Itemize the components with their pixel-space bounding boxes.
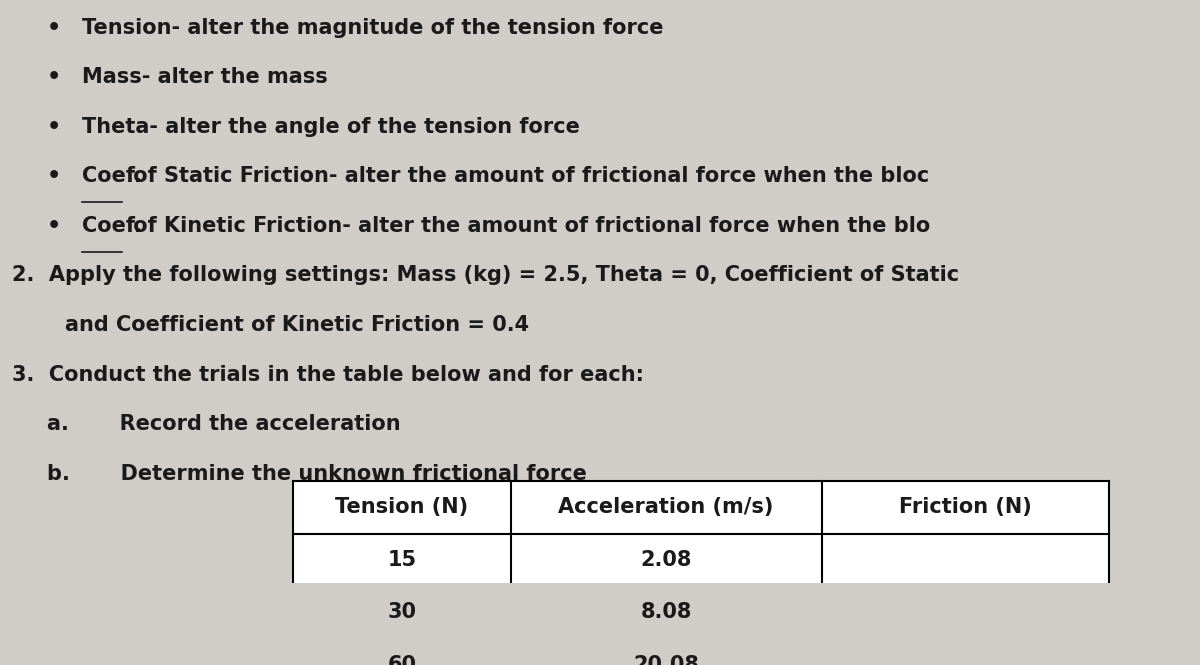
Text: Mass- alter the mass: Mass- alter the mass [82,67,328,87]
Text: Tension (N): Tension (N) [335,497,468,517]
Text: Acceleration (m/s): Acceleration (m/s) [558,497,774,517]
Text: of Kinetic Friction- alter the amount of frictional force when the blo: of Kinetic Friction- alter the amount of… [126,216,930,236]
Text: Friction (N): Friction (N) [899,497,1032,517]
Text: 60: 60 [388,655,416,665]
Text: 30: 30 [388,602,416,622]
Text: •: • [47,116,61,137]
Text: •: • [47,17,61,37]
Text: 20.08: 20.08 [634,655,698,665]
Text: a.       Record the acceleration: a. Record the acceleration [47,414,401,434]
Text: 15: 15 [388,550,416,570]
Text: Coef.: Coef. [82,166,142,186]
Text: Theta- alter the angle of the tension force: Theta- alter the angle of the tension fo… [82,116,580,137]
Text: •: • [47,216,61,236]
Text: b.       Determine the unknown frictional force: b. Determine the unknown frictional forc… [47,464,587,484]
Text: Coef.: Coef. [82,216,142,236]
Text: •: • [47,67,61,87]
Text: 2.  Apply the following settings: Mass (kg) = 2.5, Theta = 0, Coefficient of Sta: 2. Apply the following settings: Mass (k… [12,265,959,285]
Text: of Static Friction- alter the amount of frictional force when the bloc: of Static Friction- alter the amount of … [126,166,929,186]
Text: Tension- alter the magnitude of the tension force: Tension- alter the magnitude of the tens… [82,17,664,37]
Text: 3.  Conduct the trials in the table below and for each:: 3. Conduct the trials in the table below… [12,364,643,384]
Text: 8.08: 8.08 [641,602,691,622]
Text: •: • [47,166,61,186]
Text: 2.08: 2.08 [641,550,691,570]
Text: and Coefficient of Kinetic Friction = 0.4: and Coefficient of Kinetic Friction = 0.… [65,315,529,335]
